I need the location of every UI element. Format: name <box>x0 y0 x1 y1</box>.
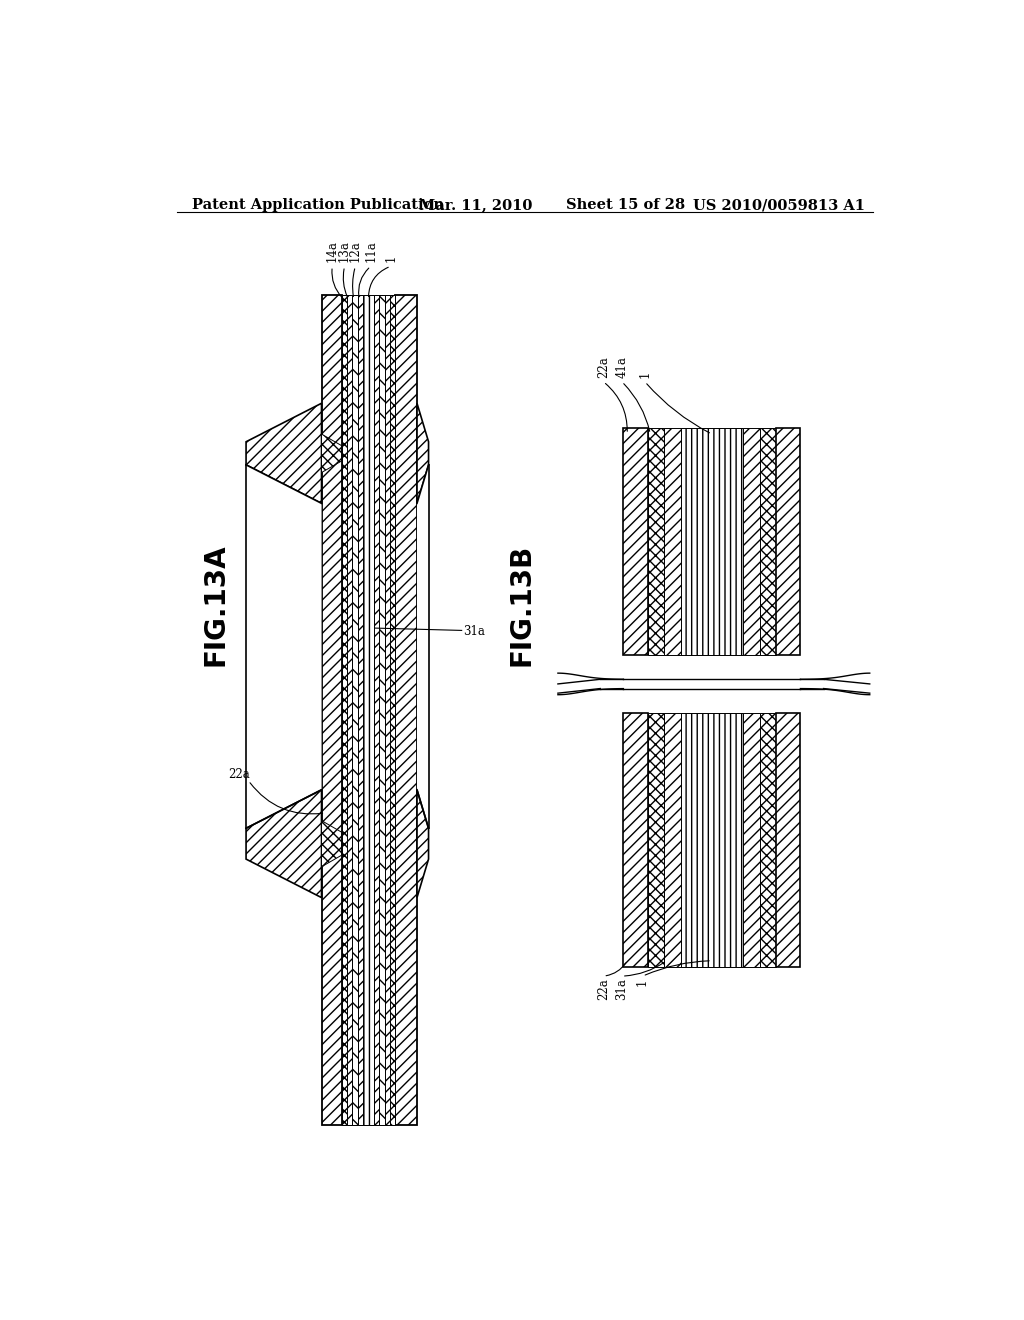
Polygon shape <box>322 821 342 867</box>
Bar <box>379 296 385 1125</box>
Bar <box>776 713 801 966</box>
Text: 1: 1 <box>636 978 649 986</box>
Text: 14a: 14a <box>326 240 339 263</box>
Text: 13a: 13a <box>338 240 351 263</box>
Text: Mar. 11, 2010: Mar. 11, 2010 <box>419 198 532 213</box>
Bar <box>395 296 417 1125</box>
Bar <box>374 296 379 1125</box>
Text: 31a: 31a <box>615 978 629 1001</box>
Bar <box>374 296 379 1125</box>
Bar <box>347 296 352 1125</box>
Text: FIG.13A: FIG.13A <box>202 544 229 667</box>
Bar <box>357 296 364 1125</box>
Text: 22a: 22a <box>228 768 250 781</box>
Bar <box>776 428 801 655</box>
Bar <box>352 296 357 1125</box>
Text: 41a: 41a <box>615 356 629 378</box>
Polygon shape <box>417 404 429 503</box>
Bar <box>322 296 342 1125</box>
Bar <box>364 296 374 1125</box>
Bar <box>347 296 352 1125</box>
Bar <box>385 296 390 1125</box>
Bar <box>624 428 648 655</box>
Polygon shape <box>322 434 342 473</box>
Bar <box>342 296 347 1125</box>
Bar <box>390 296 395 1125</box>
Bar <box>760 713 776 966</box>
Bar <box>681 713 742 966</box>
Text: 22a: 22a <box>597 356 610 378</box>
Bar <box>624 713 648 966</box>
Bar <box>648 428 665 655</box>
Text: US 2010/0059813 A1: US 2010/0059813 A1 <box>692 198 864 213</box>
Bar <box>681 428 742 655</box>
Bar <box>357 296 364 1125</box>
Polygon shape <box>417 789 429 898</box>
Text: 1: 1 <box>638 371 651 378</box>
Text: 31a: 31a <box>463 626 485 639</box>
Text: 11a: 11a <box>365 240 377 263</box>
Polygon shape <box>246 465 322 829</box>
Polygon shape <box>246 404 322 503</box>
Bar <box>760 428 776 655</box>
Text: 12a: 12a <box>349 240 361 263</box>
Bar <box>385 296 390 1125</box>
Text: 1: 1 <box>384 255 397 263</box>
Text: Patent Application Publication: Patent Application Publication <box>193 198 444 213</box>
Text: FIG.13B: FIG.13B <box>508 544 536 667</box>
Bar <box>648 713 665 966</box>
Polygon shape <box>417 465 429 829</box>
Bar <box>665 428 760 655</box>
Bar <box>352 296 357 1125</box>
Bar <box>364 296 374 1125</box>
Polygon shape <box>246 789 322 898</box>
Text: Sheet 15 of 28: Sheet 15 of 28 <box>565 198 685 213</box>
Bar <box>390 296 395 1125</box>
Bar <box>379 296 385 1125</box>
Bar <box>342 296 347 1125</box>
Bar <box>665 713 760 966</box>
Text: 22a: 22a <box>597 978 610 1001</box>
